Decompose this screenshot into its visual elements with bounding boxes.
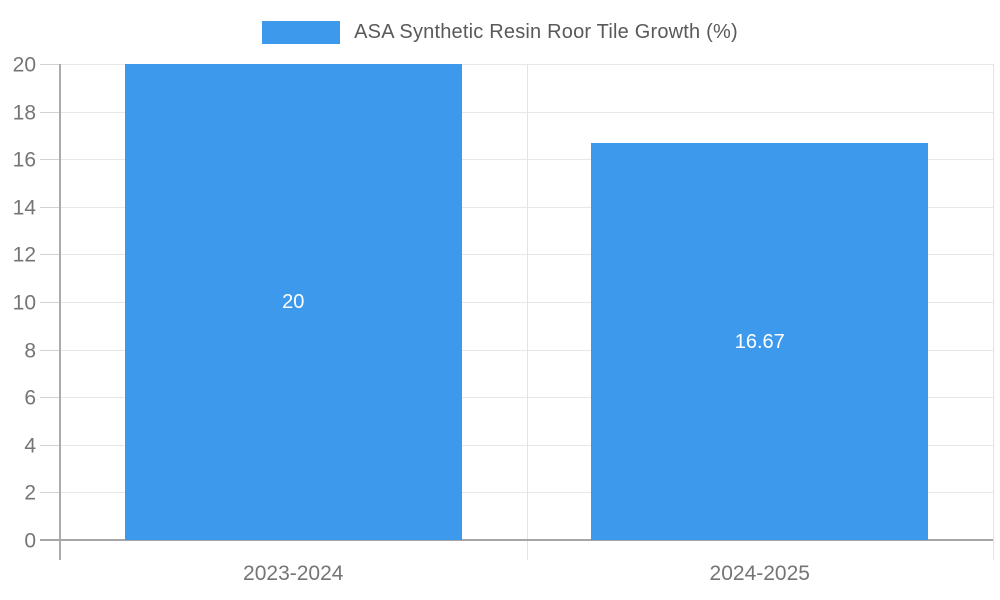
x-axis-line <box>40 539 993 541</box>
y-axis-tick-label: 16 <box>12 148 36 172</box>
y-axis-tick <box>40 397 60 399</box>
legend-swatch <box>262 20 341 44</box>
y-axis-tick-label: 14 <box>12 196 36 220</box>
bar-2023-2024[interactable]: 20 <box>124 64 462 540</box>
y-axis-tick <box>40 206 60 208</box>
y-axis-tick <box>40 302 60 303</box>
y-axis-tick-label: 6 <box>24 386 36 410</box>
y-axis-tick-label: 18 <box>12 101 36 125</box>
legend-label: ASA Synthetic Resin Roor Tile Growth (%) <box>354 20 738 43</box>
y-axis-tick-label: 10 <box>12 291 36 315</box>
x-axis-category-label: 2024-2025 <box>709 562 810 585</box>
y-axis-tick <box>40 111 60 113</box>
y-axis-tick-label: 0 <box>24 529 36 553</box>
x-axis-category-label: 2023-2024 <box>243 562 344 585</box>
y-axis-tick <box>40 349 60 351</box>
y-axis-tick <box>40 492 60 494</box>
y-axis-tick-label: 8 <box>24 339 36 363</box>
y-axis-tick-label: 20 <box>12 53 36 77</box>
y-axis-tick <box>40 64 60 65</box>
y-axis-tick-label: 4 <box>24 434 36 458</box>
y-axis-line <box>59 64 61 560</box>
y-axis-tick <box>40 444 60 446</box>
legend: ASA Synthetic Resin Roor Tile Growth (%) <box>0 17 1000 47</box>
gridline-vertical <box>526 64 528 560</box>
y-axis-tick <box>40 159 60 161</box>
y-axis-tick <box>40 254 60 256</box>
y-axis-tick-label: 2 <box>24 481 36 505</box>
gridline-vertical <box>993 64 994 560</box>
bar-2024-2025[interactable]: 16.67 <box>591 143 929 540</box>
y-axis-tick-label: 12 <box>12 243 36 267</box>
bar-value-label: 20 <box>282 291 305 313</box>
bar-value-label: 16.67 <box>734 330 785 353</box>
